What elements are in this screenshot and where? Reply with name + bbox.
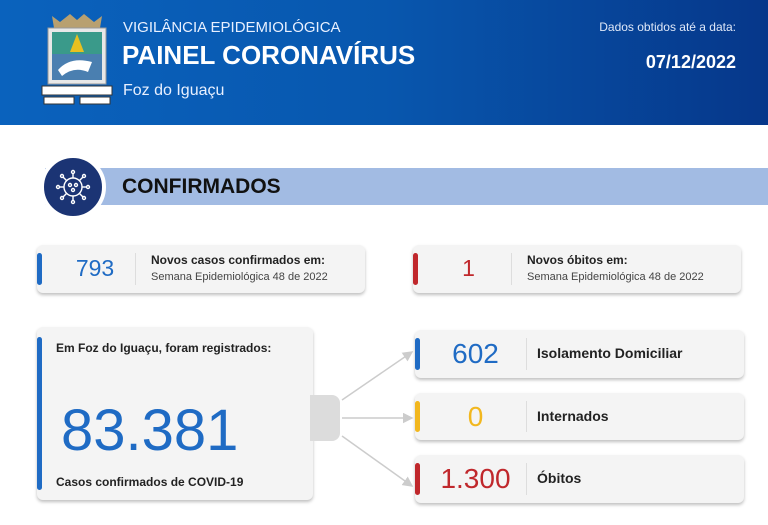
divider [135,253,136,285]
new-cases-value: 793 [75,255,115,281]
hospitalized-value: 0 [467,401,484,432]
section-title: CONFIRMADOS [122,175,281,198]
deaths-value: 1.300 [440,463,511,494]
section-band [45,168,768,205]
isolation-value: 602 [452,338,499,369]
date-value: 07/12/2022 [645,52,736,72]
breakdown-card-isolation: 602 Isolamento Domiciliar [415,330,744,378]
divider [526,401,527,432]
accent-bar [415,463,420,495]
divider [526,338,527,370]
virus-icon [55,169,91,205]
section-icon-circle [40,154,106,220]
connector-tab [310,395,340,441]
divider [511,253,512,285]
accent-bar [415,401,420,432]
header-city: Foz do Iguaçu [123,82,225,99]
new-deaths-label: Novos óbitos em: [527,253,628,267]
new-deaths-card: 1 Novos óbitos em: Semana Epidemiológica… [413,245,741,293]
breakdown-card-hospitalized: 0 Internados [415,393,744,440]
total-intro: Em Foz do Iguaçu, foram registrados: [56,341,272,355]
date-label: Dados obtidos até a data: [599,20,736,34]
hospitalized-label: Internados [537,408,609,424]
total-cases-card: Em Foz do Iguaçu, foram registrados: 83.… [37,327,313,500]
new-deaths-value: 1 [462,255,475,281]
accent-bar [37,337,42,490]
accent-bar [415,338,420,370]
accent-bar [37,253,42,285]
new-cases-label: Novos casos confirmados em: [151,253,326,267]
header: VIGILÂNCIA EPIDEMIOLÓGICA PAINEL CORONAV… [0,0,768,125]
isolation-label: Isolamento Domiciliar [537,345,683,361]
accent-bar [413,253,418,285]
divider [526,463,527,495]
page-title: PAINEL CORONAVÍRUS [122,40,416,70]
header-subtitle: VIGILÂNCIA EPIDEMIOLÓGICA [123,19,341,36]
total-cases-value: 83.381 [61,398,239,463]
total-label: Casos confirmados de COVID-19 [56,475,244,489]
city-coat-of-arms-logo [41,14,113,105]
deaths-label: Óbitos [537,470,582,486]
new-cases-week: Semana Epidemiológica 48 de 2022 [151,271,328,283]
new-deaths-week: Semana Epidemiológica 48 de 2022 [527,271,704,283]
breakdown-card-deaths: 1.300 Óbitos [415,455,744,503]
new-cases-card: 793 Novos casos confirmados em: Semana E… [37,245,365,293]
